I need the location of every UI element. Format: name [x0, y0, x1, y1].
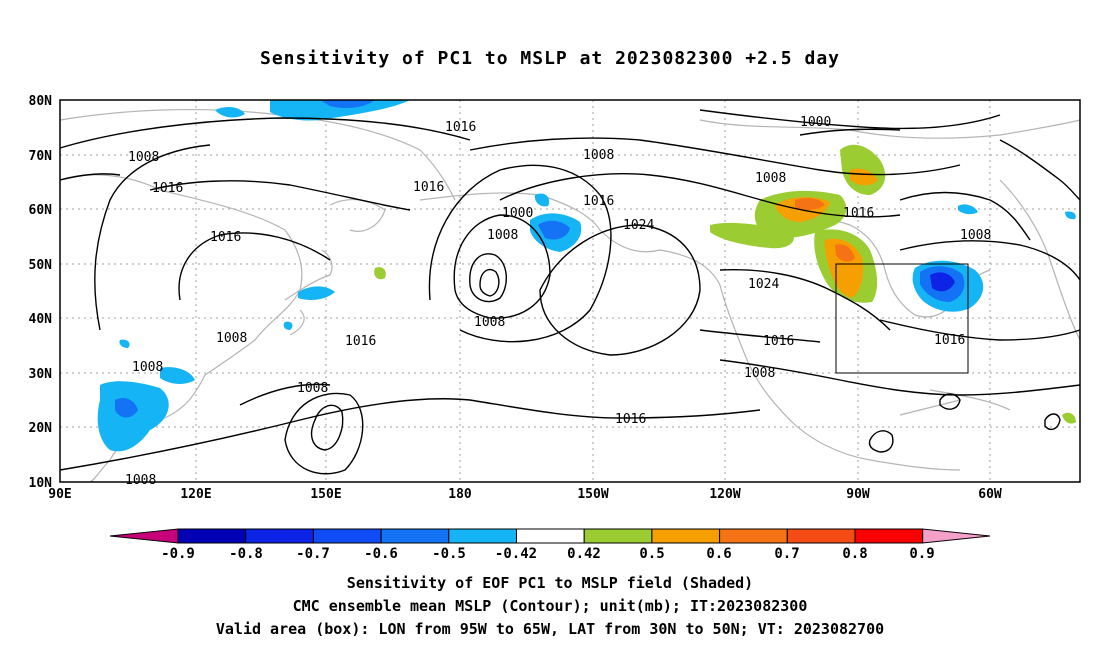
- contour-label: 1008: [583, 148, 614, 163]
- colorbar-swatch: [583, 528, 653, 544]
- sensitivity-shading: [97, 100, 1076, 452]
- colorbar-swatch: [312, 528, 382, 544]
- lon-label: 120W: [709, 487, 740, 502]
- lat-label: 50N: [29, 258, 53, 273]
- colorbar-label: 0.6: [706, 546, 731, 562]
- lat-label: 10N: [29, 476, 53, 491]
- map-background: [60, 100, 1080, 482]
- colorbar-label: -0.8: [229, 546, 263, 562]
- contour-label: 1008: [474, 315, 505, 330]
- lon-label: 150E: [310, 487, 341, 502]
- colorbar-swatch: [516, 528, 585, 544]
- contour-label: 1008: [487, 228, 518, 243]
- contour-label: 1016: [763, 334, 794, 349]
- colorbar-label: 0.5: [639, 546, 664, 562]
- contour-label: 1008: [744, 366, 775, 381]
- colorbar-swatch-min: [109, 528, 179, 544]
- contour-label: 1024: [748, 277, 779, 292]
- contour-label: 1016: [615, 412, 646, 427]
- map-title: Sensitivity of PC1 to MSLP at 2023082300…: [259, 48, 840, 69]
- contour-label: 1000: [800, 115, 831, 130]
- colorbar: [109, 528, 991, 544]
- valid-area-box: [835, 263, 969, 374]
- lat-label: 80N: [29, 94, 53, 109]
- contour-label: 1024: [623, 218, 654, 233]
- lat-label: 20N: [29, 421, 53, 436]
- colorbar-swatch: [786, 528, 856, 544]
- colorbar-swatch: [245, 528, 314, 544]
- grid-lines: [60, 100, 1080, 482]
- contour-label: 1016: [934, 333, 965, 348]
- colorbar-labels: -0.9 -0.8 -0.7 -0.6 -0.5 -0.42 0.42 0.5 …: [161, 546, 935, 562]
- lat-label: 70N: [29, 149, 53, 164]
- contour-label: 1016: [345, 334, 376, 349]
- colorbar-label: 0.8: [842, 546, 867, 562]
- contour-label: 1008: [128, 150, 159, 165]
- caption-shading: Sensitivity of EOF PC1 to MSLP field (Sh…: [346, 574, 754, 592]
- contour-label: 1016: [413, 180, 444, 195]
- contour-label: 1016: [843, 206, 874, 221]
- lon-label: 60W: [978, 487, 1002, 502]
- colorbar-swatch: [380, 528, 450, 544]
- mslp-contours: [59, 109, 1081, 475]
- colorbar-label: 0.7: [774, 546, 799, 562]
- colorbar-label: 0.42: [567, 546, 601, 562]
- colorbar-label: -0.9: [161, 546, 195, 562]
- colorbar-swatch: [854, 528, 924, 544]
- colorbar-swatch: [651, 528, 721, 544]
- map-frame: [59, 99, 1081, 483]
- colorbar-label: 0.9: [909, 546, 934, 562]
- contour-label: 1008: [132, 360, 163, 375]
- longitude-labels: 90E 120E 150E 180 150W 120W 90W 60W: [48, 487, 1002, 502]
- contour-label: 1008: [755, 171, 786, 186]
- lat-label: 30N: [29, 367, 53, 382]
- lon-label: 90E: [48, 487, 71, 502]
- caption-contour: CMC ensemble mean MSLP (Contour); unit(m…: [292, 597, 808, 615]
- caption-valid-area: Valid area (box): LON from 95W to 65W, L…: [215, 620, 885, 638]
- colorbar-label: -0.5: [432, 546, 466, 562]
- lon-label: 180: [448, 487, 472, 502]
- contour-label: 1016: [210, 230, 241, 245]
- colorbar-swatch: [719, 528, 788, 544]
- lon-label: 90W: [846, 487, 870, 502]
- colorbar-swatch: [448, 528, 517, 544]
- lat-label: 60N: [29, 203, 53, 218]
- contour-label: 1008: [216, 331, 247, 346]
- contour-label: 1000: [502, 206, 533, 221]
- colorbar-label: -0.6: [364, 546, 398, 562]
- colorbar-label: -0.7: [296, 546, 330, 562]
- contour-labels: 1016 1008 1016 1016 1008 1016 1000 1008 …: [125, 115, 991, 488]
- contour-label: 1016: [445, 120, 476, 135]
- lat-label: 40N: [29, 312, 53, 327]
- colorbar-label: -0.42: [495, 546, 537, 562]
- latitude-labels: 80N 70N 60N 50N 40N 30N 20N 10N: [29, 94, 53, 491]
- contour-label: 1008: [297, 381, 328, 396]
- lon-label: 120E: [180, 487, 211, 502]
- contour-label: 1008: [960, 228, 991, 243]
- lon-label: 150W: [577, 487, 608, 502]
- contour-label: 1008: [125, 473, 156, 488]
- colorbar-swatch-max: [922, 528, 991, 544]
- contour-label: 1016: [583, 194, 614, 209]
- contour-label: 1016: [152, 181, 183, 196]
- colorbar-swatch: [177, 528, 247, 544]
